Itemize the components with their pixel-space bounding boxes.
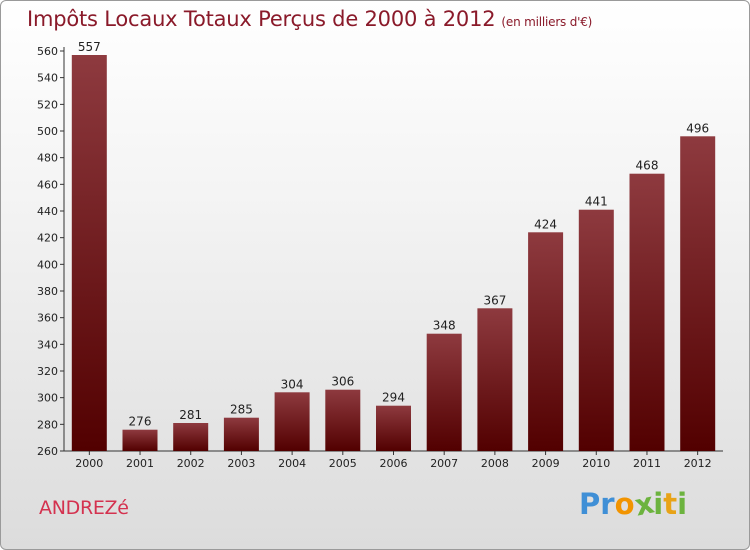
bar-2005 — [325, 389, 361, 451]
bar-2000 — [71, 55, 107, 451]
y-tick-label: 460 — [37, 178, 58, 191]
data-label-2009: 424 — [534, 217, 557, 231]
y-tick-label: 440 — [37, 205, 58, 218]
y-tick-label: 480 — [37, 152, 58, 165]
y-tick-label: 540 — [37, 72, 58, 85]
data-label-2010: 441 — [585, 195, 608, 209]
y-tick-label: 320 — [37, 365, 58, 378]
x-tick-label-2012: 2012 — [684, 457, 712, 470]
logo-letter: P — [579, 487, 601, 521]
bar-2010 — [578, 209, 614, 451]
bar-2006 — [376, 405, 411, 451]
y-tick-label: 340 — [37, 338, 58, 351]
x-tick-label-2009: 2009 — [532, 457, 560, 470]
x-tick-label-2008: 2008 — [481, 457, 509, 470]
data-label-2003: 285 — [230, 403, 253, 417]
bars: 557 276 281 285 304 306 294 348 367 424 441 468 496 — [71, 40, 716, 452]
logo-letter: r — [600, 487, 615, 521]
proxiti-logo: Proxiti — [579, 485, 688, 522]
bar-2001 — [122, 429, 158, 451]
x-tick-label-2007: 2007 — [430, 457, 458, 470]
y-tick-label: 280 — [37, 418, 58, 431]
data-label-2005: 306 — [331, 375, 354, 389]
data-label-2007: 348 — [433, 319, 456, 333]
bar-2008 — [477, 308, 513, 451]
data-label-2006: 294 — [382, 391, 405, 405]
data-label-2004: 304 — [281, 377, 304, 391]
bar-2007 — [426, 333, 462, 451]
data-label-2002: 281 — [179, 408, 202, 422]
y-tick-label: 400 — [37, 258, 58, 271]
x-axis: 2000 2001 2002 2003 2004 2005 2006 2007 2008 2009… — [64, 450, 723, 470]
bar-2012 — [680, 136, 716, 452]
bar-2003 — [223, 417, 259, 451]
y-tick-label: 560 — [37, 45, 58, 58]
chart-title-text: Impôts Locaux Totaux Perçus de 2000 à 20… — [27, 7, 496, 31]
y-tick-label: 500 — [37, 125, 58, 138]
bar-2009 — [528, 232, 564, 451]
data-label-2011: 468 — [636, 159, 659, 173]
y-tick-label: 260 — [37, 445, 58, 458]
data-label-2008: 367 — [483, 293, 506, 307]
chart-title: Impôts Locaux Totaux Perçus de 2000 à 20… — [27, 7, 592, 31]
bar-2011 — [629, 173, 665, 451]
y-tick-label: 360 — [37, 312, 58, 325]
data-label-2012: 496 — [686, 121, 709, 135]
data-label-2001: 276 — [129, 415, 152, 429]
chart-unit: (en milliers d'€) — [501, 15, 593, 29]
logo-letter: o — [614, 487, 635, 521]
logo-letter: t — [663, 487, 678, 521]
data-label-2000: 557 — [78, 40, 101, 54]
y-tick-label: 380 — [37, 285, 58, 298]
x-tick-label-2003: 2003 — [227, 457, 255, 470]
logo-letter: i — [653, 487, 664, 521]
y-tick-label: 520 — [37, 98, 58, 111]
x-tick-label-2011: 2011 — [633, 457, 661, 470]
y-tick-label: 420 — [37, 232, 58, 245]
x-tick-label-2002: 2002 — [177, 457, 205, 470]
x-tick-label-2010: 2010 — [582, 457, 610, 470]
bar-2002 — [173, 423, 209, 451]
x-tick-label-2005: 2005 — [329, 457, 357, 470]
bar-2004 — [274, 392, 310, 451]
x-tick-label-2001: 2001 — [126, 457, 154, 470]
y-axis: 260 280 300 320 340 360 380 400 420 440 460 480 500 5… — [37, 45, 65, 458]
commune-name: ANDREZé — [39, 497, 129, 519]
x-tick-label-2004: 2004 — [278, 457, 306, 470]
y-tick-label: 300 — [37, 392, 58, 405]
x-tick-label-2006: 2006 — [380, 457, 408, 470]
x-tick-label-2000: 2000 — [75, 457, 103, 470]
logo-letter: i — [677, 487, 688, 521]
